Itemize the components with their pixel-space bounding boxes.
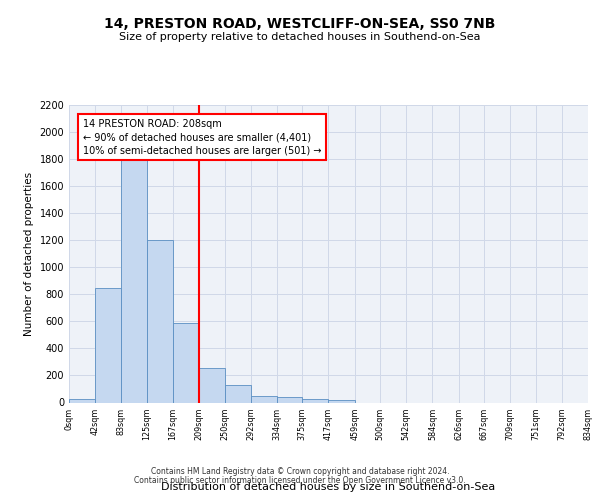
Bar [224,385,251,402]
Text: 14, PRESTON ROAD, WESTCLIFF-ON-SEA, SS0 7NB: 14, PRESTON ROAD, WESTCLIFF-ON-SEA, SS0 … [104,18,496,32]
Bar [199,368,224,402]
Text: 14 PRESTON ROAD: 208sqm
← 90% of detached houses are smaller (4,401)
10% of semi: 14 PRESTON ROAD: 208sqm ← 90% of detache… [83,119,321,156]
Text: Size of property relative to detached houses in Southend-on-Sea: Size of property relative to detached ho… [119,32,481,42]
Bar [173,322,199,402]
Bar [69,399,95,402]
Bar [302,399,329,402]
Text: Contains HM Land Registry data © Crown copyright and database right 2024.: Contains HM Land Registry data © Crown c… [151,467,449,476]
Bar [147,240,173,402]
Bar [251,396,277,402]
Y-axis label: Number of detached properties: Number of detached properties [24,172,34,336]
Bar [121,159,147,402]
Text: Contains public sector information licensed under the Open Government Licence v3: Contains public sector information licen… [134,476,466,485]
Bar [95,288,121,403]
X-axis label: Distribution of detached houses by size in Southend-on-Sea: Distribution of detached houses by size … [161,482,496,492]
Bar [277,397,302,402]
Bar [329,400,355,402]
